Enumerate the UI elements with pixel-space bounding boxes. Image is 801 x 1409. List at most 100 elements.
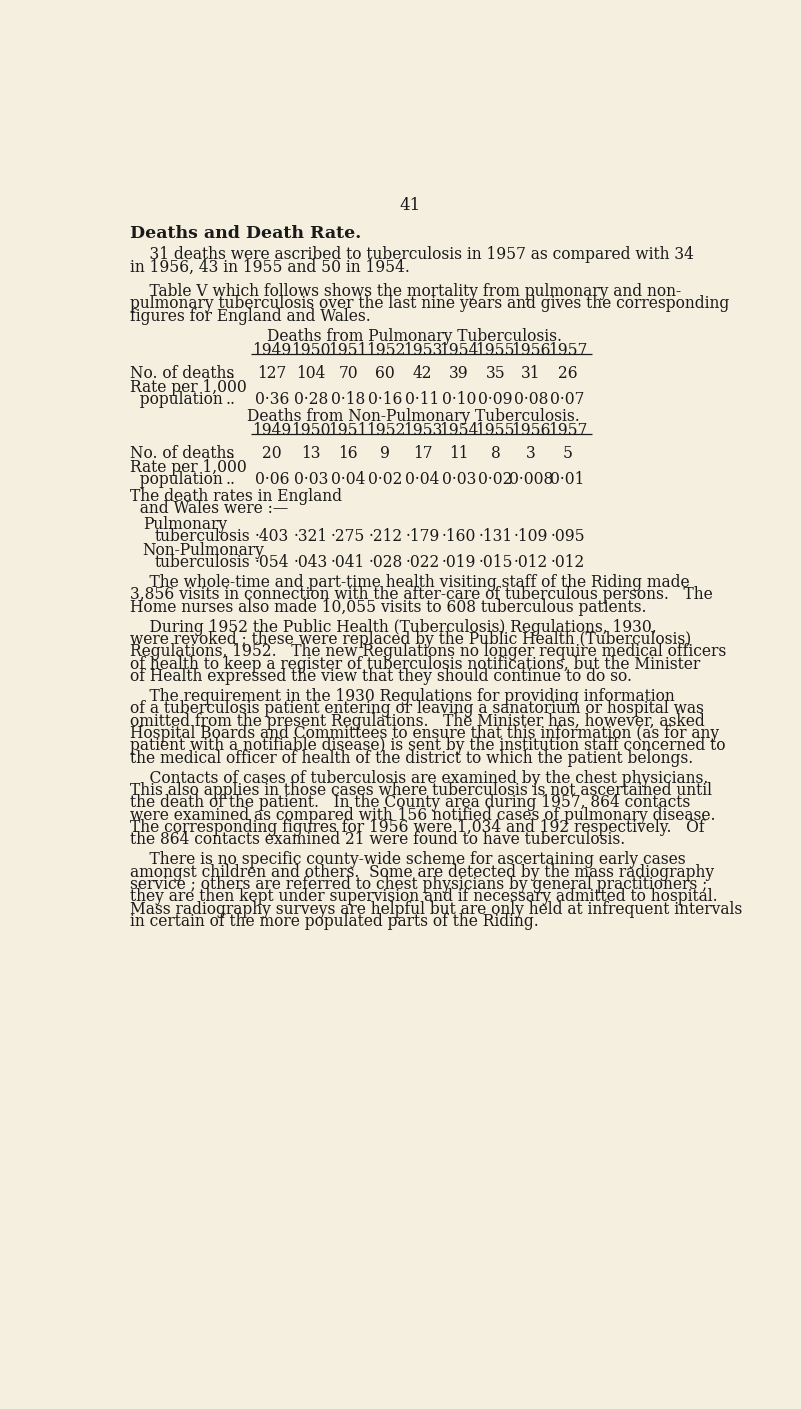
Text: were revoked ; these were replaced by the Public Health (Tuberculosis): were revoked ; these were replaced by th…: [130, 631, 690, 648]
Text: The whole-time and part-time health visiting staff of the Riding made: The whole-time and part-time health visi…: [130, 573, 689, 592]
Text: ·028: ·028: [368, 554, 402, 571]
Text: tuberculosis: tuberculosis: [155, 528, 250, 545]
Text: population: population: [130, 471, 223, 488]
Text: 0·01: 0·01: [550, 471, 585, 488]
Text: 1950: 1950: [292, 421, 331, 438]
Text: 1950: 1950: [292, 341, 331, 358]
Text: in 1956, 43 in 1955 and 50 in 1954.: in 1956, 43 in 1955 and 50 in 1954.: [130, 258, 409, 275]
Text: ·022: ·022: [405, 554, 440, 571]
Text: the 864 contacts examined 21 were found to have tuberculosis.: the 864 contacts examined 21 were found …: [130, 831, 625, 848]
Text: This also applies in those cases where tuberculosis is not ascertained until: This also applies in those cases where t…: [130, 782, 711, 799]
Text: pulmonary tuberculosis over the last nine years and gives the corresponding: pulmonary tuberculosis over the last nin…: [130, 296, 729, 313]
Text: ·012: ·012: [550, 554, 585, 571]
Text: Hospital Boards and Committees to ensure that this information (as for any: Hospital Boards and Committees to ensure…: [130, 726, 718, 743]
Text: ·131: ·131: [478, 528, 513, 545]
Text: ·403: ·403: [255, 528, 289, 545]
Text: 1952: 1952: [365, 341, 405, 358]
Text: 1949: 1949: [252, 341, 292, 358]
Text: 70: 70: [338, 365, 358, 382]
Text: Rate per 1,000: Rate per 1,000: [130, 379, 247, 396]
Text: 0·11: 0·11: [405, 390, 440, 407]
Text: There is no specific county-wide scheme for ascertaining early cases: There is no specific county-wide scheme …: [130, 851, 685, 868]
Text: 26: 26: [557, 365, 578, 382]
Text: 1951: 1951: [328, 421, 368, 438]
Text: patient with a notifiable disease) is sent by the institution staff concerned to: patient with a notifiable disease) is se…: [130, 737, 725, 754]
Text: figures for England and Wales.: figures for England and Wales.: [130, 307, 370, 324]
Text: 1955: 1955: [476, 341, 515, 358]
Text: Table V which follows shows the mortality from pulmonary and non-: Table V which follows shows the mortalit…: [130, 283, 681, 300]
Text: 60: 60: [376, 365, 395, 382]
Text: ·275: ·275: [331, 528, 365, 545]
Text: 3,856 visits in connection with the after-care of tuberculous persons.   The: 3,856 visits in connection with the afte…: [130, 586, 712, 603]
Text: 11: 11: [449, 445, 469, 462]
Text: ..: ..: [226, 365, 235, 382]
Text: 0·09: 0·09: [478, 390, 513, 407]
Text: 1953: 1953: [403, 421, 442, 438]
Text: Deaths from Non-Pulmonary Tuberculosis.: Deaths from Non-Pulmonary Tuberculosis.: [248, 407, 580, 424]
Text: 127: 127: [258, 365, 287, 382]
Text: Non-Pulmonary: Non-Pulmonary: [143, 541, 264, 559]
Text: 1957: 1957: [548, 341, 587, 358]
Text: 1954: 1954: [439, 341, 479, 358]
Text: 0·08: 0·08: [513, 390, 548, 407]
Text: 41: 41: [400, 197, 421, 214]
Text: 1956: 1956: [511, 421, 551, 438]
Text: ·043: ·043: [294, 554, 328, 571]
Text: of health to keep a register of tuberculosis notifications, but the Minister: of health to keep a register of tubercul…: [130, 655, 700, 672]
Text: and Wales were :—: and Wales were :—: [130, 500, 288, 517]
Text: 39: 39: [449, 365, 469, 382]
Text: 8: 8: [490, 445, 501, 462]
Text: 20: 20: [263, 445, 282, 462]
Text: 0·06: 0·06: [255, 471, 289, 488]
Text: ·179: ·179: [405, 528, 440, 545]
Text: 0·02: 0·02: [368, 471, 403, 488]
Text: ·041: ·041: [331, 554, 365, 571]
Text: in certain of the more populated parts of the Riding.: in certain of the more populated parts o…: [130, 913, 538, 930]
Text: ·012: ·012: [514, 554, 548, 571]
Text: 5: 5: [562, 445, 573, 462]
Text: ·321: ·321: [294, 528, 328, 545]
Text: the medical officer of health of the district to which the patient belongs.: the medical officer of health of the dis…: [130, 750, 693, 766]
Text: 1956: 1956: [511, 341, 551, 358]
Text: ·160: ·160: [442, 528, 476, 545]
Text: tuberculosis: tuberculosis: [155, 554, 250, 571]
Text: population: population: [130, 390, 223, 407]
Text: 104: 104: [296, 365, 326, 382]
Text: 1955: 1955: [476, 421, 515, 438]
Text: No. of deaths: No. of deaths: [130, 365, 234, 382]
Text: ..: ..: [226, 471, 235, 488]
Text: 0·36: 0·36: [255, 390, 289, 407]
Text: 0·07: 0·07: [550, 390, 585, 407]
Text: ·015: ·015: [478, 554, 513, 571]
Text: 0·10: 0·10: [442, 390, 476, 407]
Text: Rate per 1,000: Rate per 1,000: [130, 458, 247, 476]
Text: Regulations, 1952.   The new Regulations no longer require medical officers: Regulations, 1952. The new Regulations n…: [130, 644, 726, 661]
Text: Deaths and Death Rate.: Deaths and Death Rate.: [130, 224, 360, 241]
Text: amongst children and others.  Some are detected by the mass radiography: amongst children and others. Some are de…: [130, 864, 714, 881]
Text: 0·03: 0·03: [442, 471, 476, 488]
Text: Pulmonary: Pulmonary: [143, 516, 227, 533]
Text: 42: 42: [413, 365, 433, 382]
Text: The requirement in the 1930 Regulations for providing information: The requirement in the 1930 Regulations …: [130, 688, 674, 704]
Text: 1952: 1952: [365, 421, 405, 438]
Text: ·019: ·019: [442, 554, 476, 571]
Text: ·054: ·054: [255, 554, 289, 571]
Text: 0·16: 0·16: [368, 390, 403, 407]
Text: 1954: 1954: [439, 421, 479, 438]
Text: Home nurses also made 10,055 visits to 608 tuberculous patients.: Home nurses also made 10,055 visits to 6…: [130, 599, 646, 616]
Text: During 1952 the Public Health (Tuberculosis) Regulations, 1930,: During 1952 the Public Health (Tuberculo…: [130, 619, 656, 635]
Text: of Health expressed the view that they should continue to do so.: of Health expressed the view that they s…: [130, 668, 631, 685]
Text: The corresponding figures for 1956 were 1,034 and 192 respectively.   Of: The corresponding figures for 1956 were …: [130, 819, 704, 836]
Text: 0·02: 0·02: [478, 471, 513, 488]
Text: ..: ..: [226, 445, 235, 462]
Text: they are then kept under supervision and if necessary admitted to hospital.: they are then kept under supervision and…: [130, 888, 717, 905]
Text: 31: 31: [521, 365, 541, 382]
Text: 17: 17: [413, 445, 433, 462]
Text: The death rates in England: The death rates in England: [130, 488, 341, 504]
Text: omitted from the present Regulations.   The Minister has, however, asked: omitted from the present Regulations. Th…: [130, 713, 704, 730]
Text: 1957: 1957: [548, 421, 587, 438]
Text: of a tuberculosis patient entering or leaving a sanatorium or hospital was: of a tuberculosis patient entering or le…: [130, 700, 703, 717]
Text: service ; others are referred to chest physicians by general practitioners ;: service ; others are referred to chest p…: [130, 876, 707, 893]
Text: 0·18: 0·18: [331, 390, 365, 407]
Text: 9: 9: [380, 445, 390, 462]
